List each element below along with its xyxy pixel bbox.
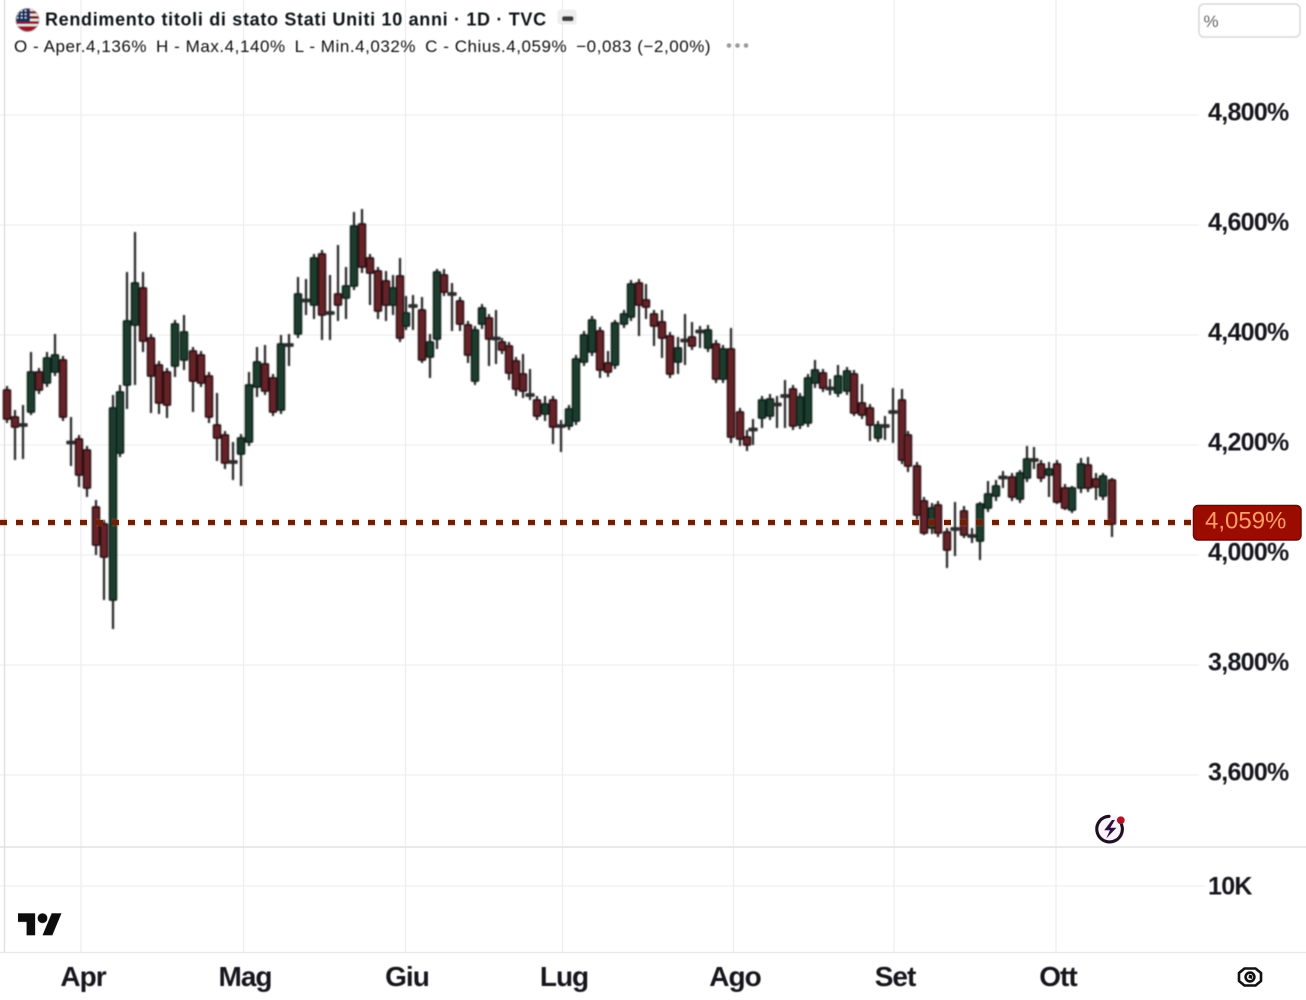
svg-text:Ago: Ago <box>709 961 761 992</box>
svg-text:Apr: Apr <box>60 961 106 992</box>
svg-text:3,600%: 3,600% <box>1208 759 1289 787</box>
svg-text:4,200%: 4,200% <box>1208 429 1289 457</box>
svg-text:Set: Set <box>875 961 916 992</box>
svg-text:O - Aper.4,136% H - Max.4,140%: O - Aper.4,136% H - Max.4,140% L - Min.4… <box>14 37 711 56</box>
svg-text:4,800%: 4,800% <box>1208 99 1289 127</box>
svg-text:4,600%: 4,600% <box>1208 209 1289 237</box>
svg-text:4,400%: 4,400% <box>1208 319 1289 347</box>
svg-text:4,059%: 4,059% <box>1205 508 1286 535</box>
svg-text:Mag: Mag <box>219 961 272 992</box>
svg-text:Rendimento titoli di stato Sta: Rendimento titoli di stato Stati Uniti 1… <box>45 10 547 30</box>
svg-text:Ott: Ott <box>1039 961 1077 992</box>
svg-text:10K: 10K <box>1208 873 1252 901</box>
svg-text:4,000%: 4,000% <box>1208 539 1289 567</box>
svg-text:Lug: Lug <box>540 961 588 992</box>
svg-text:3,800%: 3,800% <box>1208 649 1289 677</box>
svg-text:%: % <box>1204 12 1219 31</box>
svg-text:Giu: Giu <box>385 961 429 992</box>
